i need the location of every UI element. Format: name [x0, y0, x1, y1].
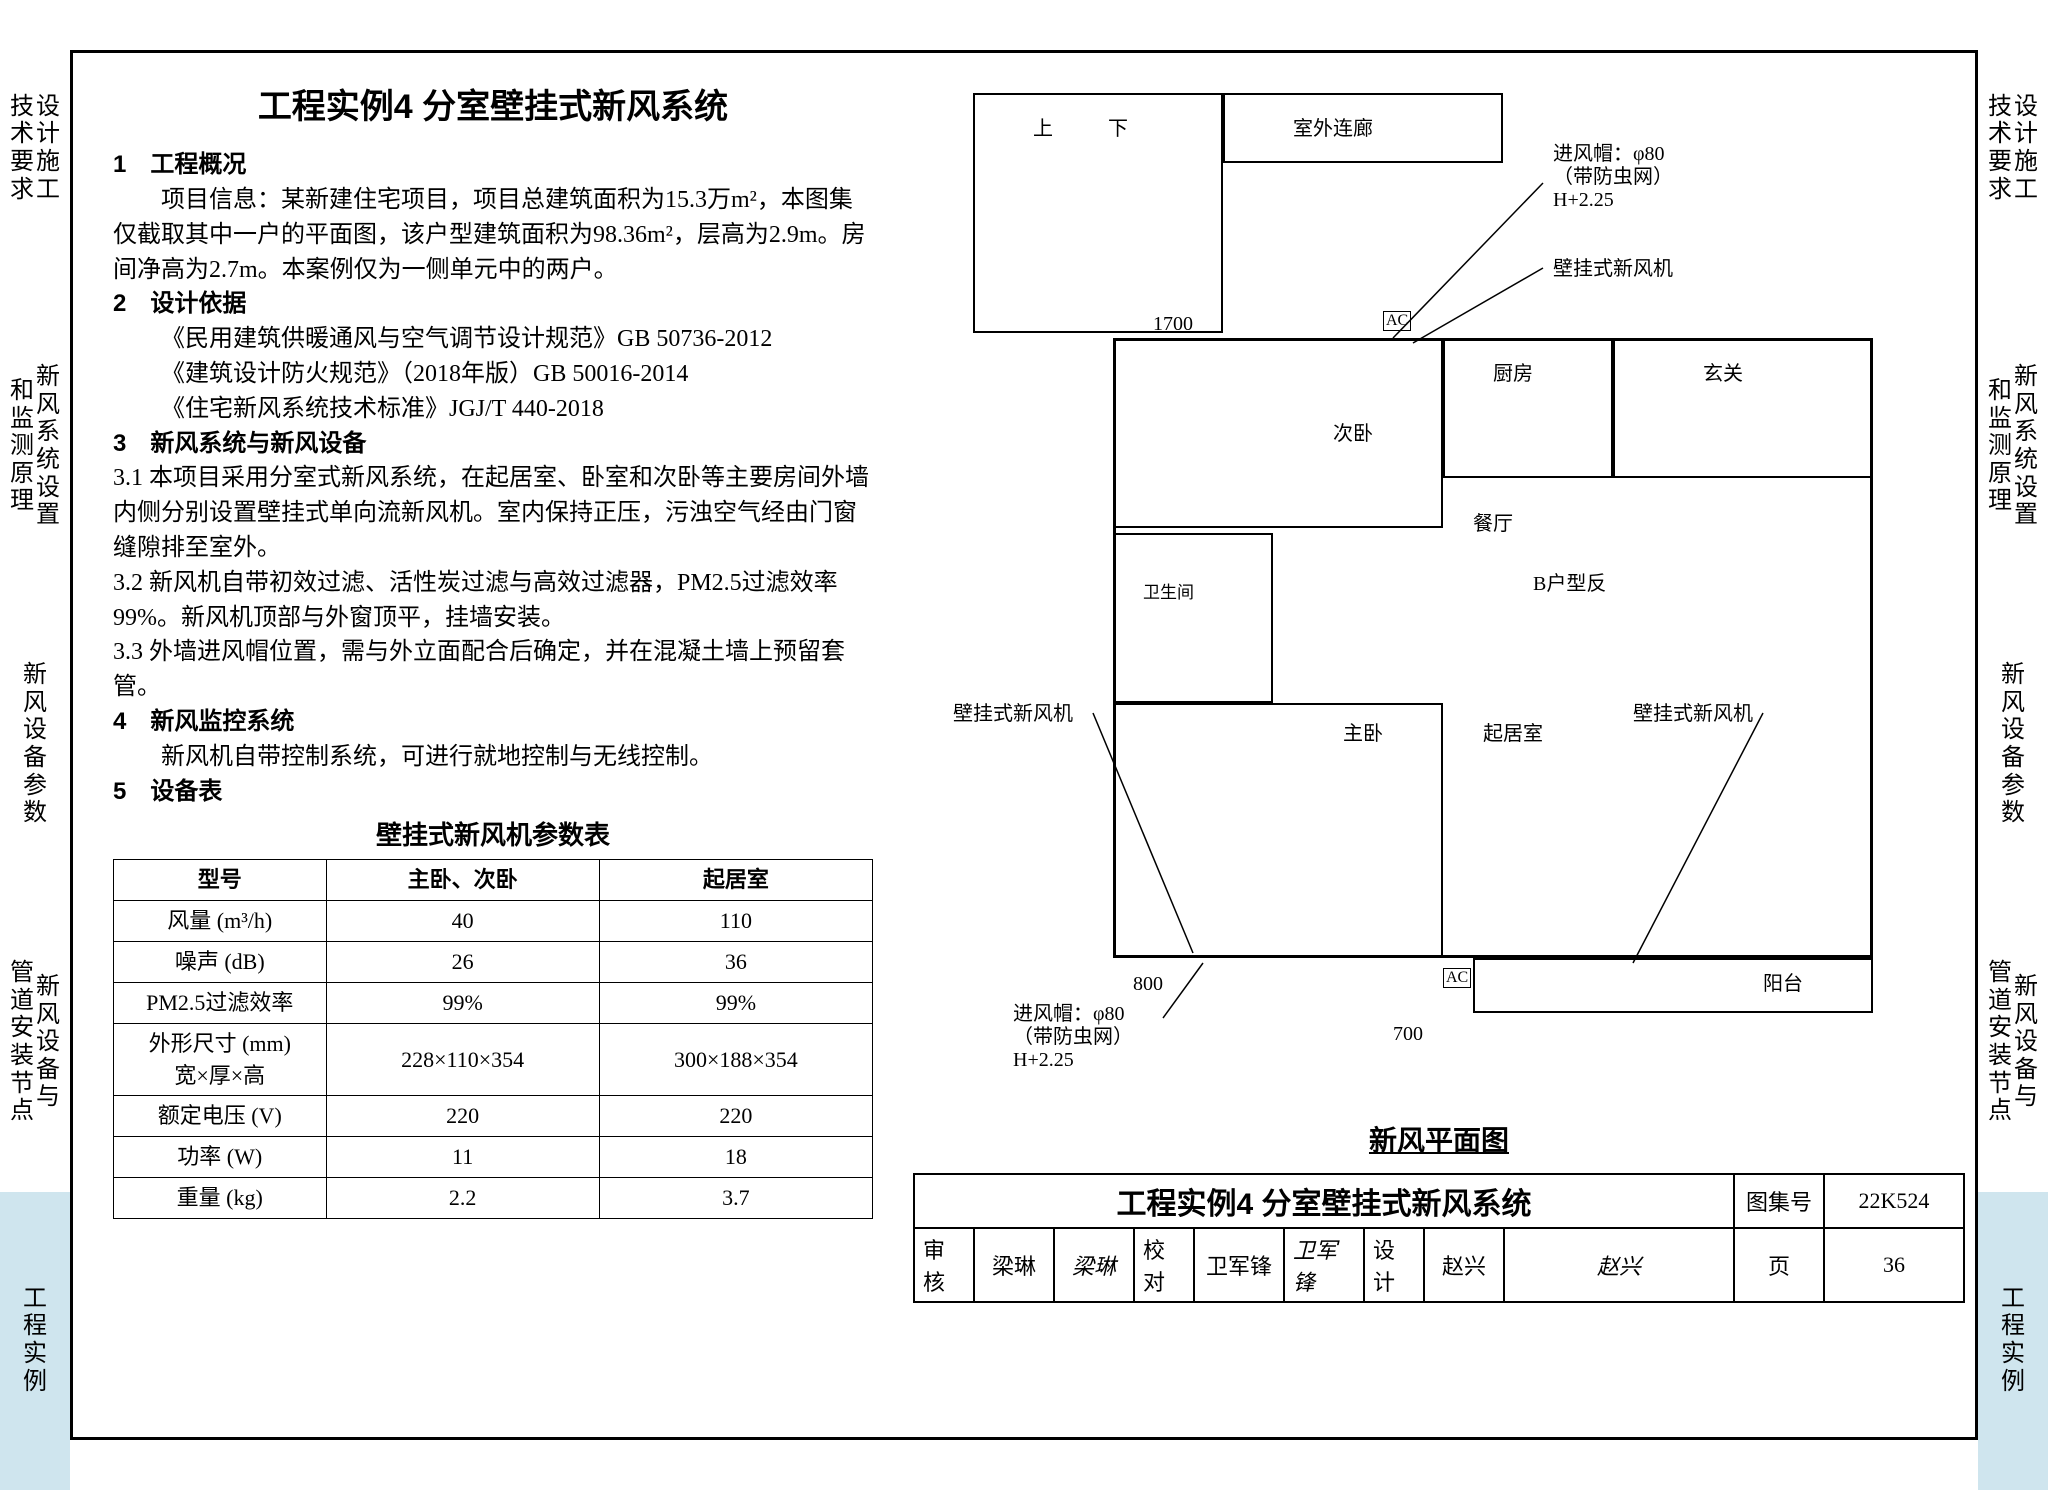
section-2-l3: 《住宅新风系统技术标准》JGJ/T 440-2018: [113, 392, 873, 427]
side-tab[interactable]: 新风设备参数: [0, 596, 70, 894]
side-tab[interactable]: 管道安装节点 新风设备与: [0, 894, 70, 1192]
tb-proof-name: 卫军锋: [1195, 1229, 1285, 1303]
section-3-head: 3 新风系统与新风设备: [113, 427, 873, 462]
param-col-1: 主卧、次卧: [326, 860, 599, 901]
param-table: 型号 主卧、次卧 起居室 风量 (m³/h)40110 噪声 (dB)2636 …: [113, 859, 873, 1219]
page-title: 工程实例4 分室壁挂式新风系统: [113, 83, 873, 132]
side-tab-active[interactable]: 工程实例: [1978, 1192, 2048, 1490]
side-tab[interactable]: 和监测原理 新风系统设置: [0, 298, 70, 596]
title-block: 工程实例4 分室壁挂式新风系统 图集号 22K524 审核 梁琳 梁琳 校对 卫…: [913, 1173, 1965, 1303]
table-row: 外形尺寸 (mm) 宽×厚×高228×110×354300×188×354: [114, 1023, 873, 1096]
tb-proof-label: 校对: [1135, 1229, 1195, 1303]
drawing-frame: 工程实例4 分室壁挂式新风系统 1 工程概况 项目信息：某新建住宅项目，项目总建…: [70, 50, 1978, 1440]
tb-atlas-no: 22K524: [1825, 1175, 1965, 1229]
tb-design-name: 赵兴: [1425, 1229, 1505, 1303]
left-side-tabs: 技术要求 设计施工 和监测原理 新风系统设置 新风设备参数 管道安装节点 新风设…: [0, 0, 70, 1490]
param-table-title: 壁挂式新风机参数表: [113, 817, 873, 855]
param-col-0: 型号: [114, 860, 327, 901]
section-4-head: 4 新风监控系统: [113, 705, 873, 740]
section-2-l2: 《建筑设计防火规范》（2018年版）GB 50016-2014: [113, 357, 873, 392]
floorplan-title: 新风平面图: [913, 1119, 1965, 1159]
dim-1700: 1700: [1153, 313, 1193, 336]
section-2-head: 2 设计依据: [113, 287, 873, 322]
floorplan-canvas: 室外连廊 上 下 厨房 玄关 次卧 餐厅 B户型反 卫生间 主卧 起居室 阳台 …: [913, 63, 1965, 1113]
section-3-1: 3.1 本项目采用分室式新风系统，在起居室、卧室和次卧等主要房间外墙内侧分别设置…: [113, 461, 873, 565]
right-side-tabs: 技术要求 设计施工 和监测原理 新风系统设置 新风设备参数 管道安装节点 新风设…: [1978, 0, 2048, 1490]
tb-design-sig: 赵兴: [1505, 1229, 1735, 1303]
tb-check-name: 梁琳: [975, 1229, 1055, 1303]
floorplan-column: 室外连廊 上 下 厨房 玄关 次卧 餐厅 B户型反 卫生间 主卧 起居室 阳台 …: [903, 53, 1975, 1437]
dim-800: 800: [1133, 973, 1163, 996]
text-column: 工程实例4 分室壁挂式新风系统 1 工程概况 项目信息：某新建住宅项目，项目总建…: [73, 53, 903, 1437]
tb-check-label: 审核: [915, 1229, 975, 1303]
side-tab[interactable]: 新风设备参数: [1978, 596, 2048, 894]
section-4-body: 新风机自带控制系统，可进行就地控制与无线控制。: [113, 740, 873, 775]
leader-lines: [913, 63, 1965, 1113]
tb-check-sig: 梁琳: [1055, 1229, 1135, 1303]
tb-design-label: 设计: [1365, 1229, 1425, 1303]
side-tab[interactable]: 管道安装节点 新风设备与: [1978, 894, 2048, 1192]
table-row: 功率 (W)1118: [114, 1137, 873, 1178]
table-row: 噪声 (dB)2636: [114, 941, 873, 982]
dim-700: 700: [1393, 1023, 1423, 1046]
param-col-2: 起居室: [599, 860, 872, 901]
section-2-l1: 《民用建筑供暖通风与空气调节设计规范》GB 50736-2012: [113, 322, 873, 357]
section-3-2: 3.2 新风机自带初效过滤、活性炭过滤与高效过滤器，PM2.5过滤效率99%。新…: [113, 566, 873, 636]
section-3-3: 3.3 外墙进风帽位置，需与外立面配合后确定，并在混凝土墙上预留套管。: [113, 635, 873, 705]
side-tab[interactable]: 和监测原理 新风系统设置: [1978, 298, 2048, 596]
side-tab[interactable]: 技术要求 设计施工: [0, 0, 70, 298]
tb-atlas-label: 图集号: [1735, 1175, 1825, 1229]
table-row: 额定电压 (V)220220: [114, 1096, 873, 1137]
section-5-head: 5 设备表: [113, 775, 873, 810]
table-row: 重量 (kg)2.23.7: [114, 1178, 873, 1219]
tb-page-no: 36: [1825, 1229, 1965, 1303]
table-row: PM2.5过滤效率99%99%: [114, 982, 873, 1023]
tb-proof-sig: 卫军锋: [1285, 1229, 1365, 1303]
table-row: 风量 (m³/h)40110: [114, 901, 873, 942]
side-tab-active[interactable]: 工程实例: [0, 1192, 70, 1490]
side-tab[interactable]: 技术要求 设计施工: [1978, 0, 2048, 298]
section-1-body: 项目信息：某新建住宅项目，项目总建筑面积为15.3万m²，本图集仅截取其中一户的…: [113, 183, 873, 287]
tb-page-label: 页: [1735, 1229, 1825, 1303]
tb-drawing-title: 工程实例4 分室壁挂式新风系统: [915, 1175, 1735, 1229]
section-1-head: 1 工程概况: [113, 148, 873, 183]
